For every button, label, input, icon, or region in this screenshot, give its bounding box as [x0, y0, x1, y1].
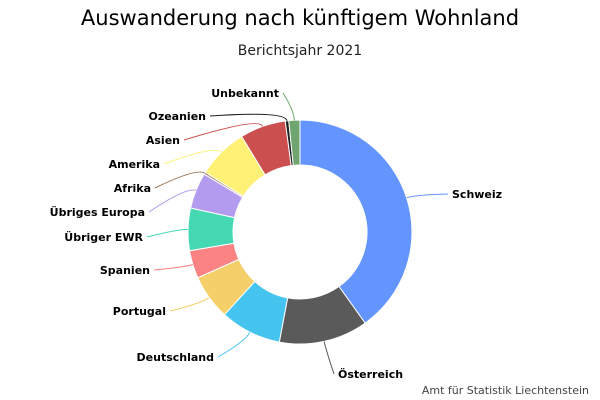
label-schweiz: Schweiz — [452, 188, 502, 201]
label-deutschland: Deutschland — [137, 351, 214, 364]
label-amerika: Amerika — [109, 158, 160, 171]
connector-spanien — [153, 264, 193, 271]
label-ozeanien: Ozeanien — [148, 110, 206, 123]
label-ubriger-ewr: Übriger EWR — [64, 230, 143, 244]
label-unbekannt: Unbekannt — [211, 87, 279, 100]
connector-asien — [183, 123, 264, 141]
connector-afrika — [154, 171, 205, 189]
slices-group — [187, 119, 413, 345]
connector-amerika — [163, 149, 222, 165]
label-afrika: Afrika — [114, 182, 151, 195]
connector-osterreich — [323, 341, 335, 375]
label-asien: Asien — [146, 134, 180, 147]
connector-unbekannt — [282, 92, 295, 121]
chart-title: Auswanderung nach künftigem Wohnland — [80, 6, 520, 30]
label-spanien: Spanien — [100, 264, 150, 277]
chart-subtitle: Berichtsjahr 2021 — [237, 43, 363, 59]
connector-schweiz — [406, 193, 449, 199]
label-portugal: Portugal — [113, 305, 166, 318]
connector-ubriger-ewr — [146, 228, 189, 238]
connectors-group — [146, 92, 449, 375]
slice-schweiz[interactable] — [299, 119, 413, 324]
source-credit: Amt für Statistik Liechtenstein — [421, 384, 589, 397]
connector-ubriges-europa — [148, 189, 197, 213]
slice-unbekannt[interactable] — [288, 119, 301, 166]
label-ubriges-europa: Übriges Europa — [50, 205, 145, 219]
connector-deutschland — [217, 331, 251, 358]
label-osterreich: Österreich — [338, 367, 403, 381]
connector-portugal — [169, 297, 210, 312]
labels-group: Schweiz Österreich Deutschland Portugal Span… — [50, 87, 502, 381]
connector-ozeanien — [209, 113, 288, 121]
